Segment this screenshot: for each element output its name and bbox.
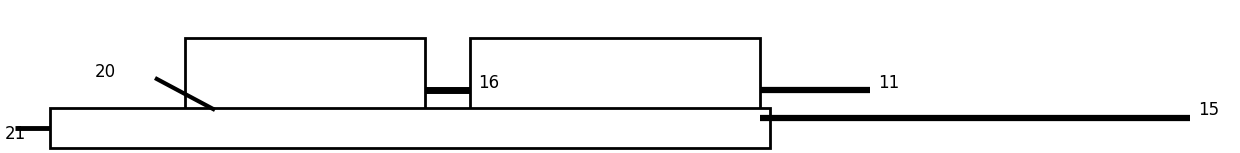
Text: 15: 15 (1198, 101, 1219, 119)
Text: 11: 11 (878, 74, 899, 92)
Bar (470, 38, 760, 110)
Bar (185, 38, 425, 110)
Text: 16: 16 (477, 74, 500, 92)
Text: 21: 21 (5, 125, 26, 143)
Text: 20: 20 (95, 63, 117, 81)
Bar (50, 108, 770, 148)
